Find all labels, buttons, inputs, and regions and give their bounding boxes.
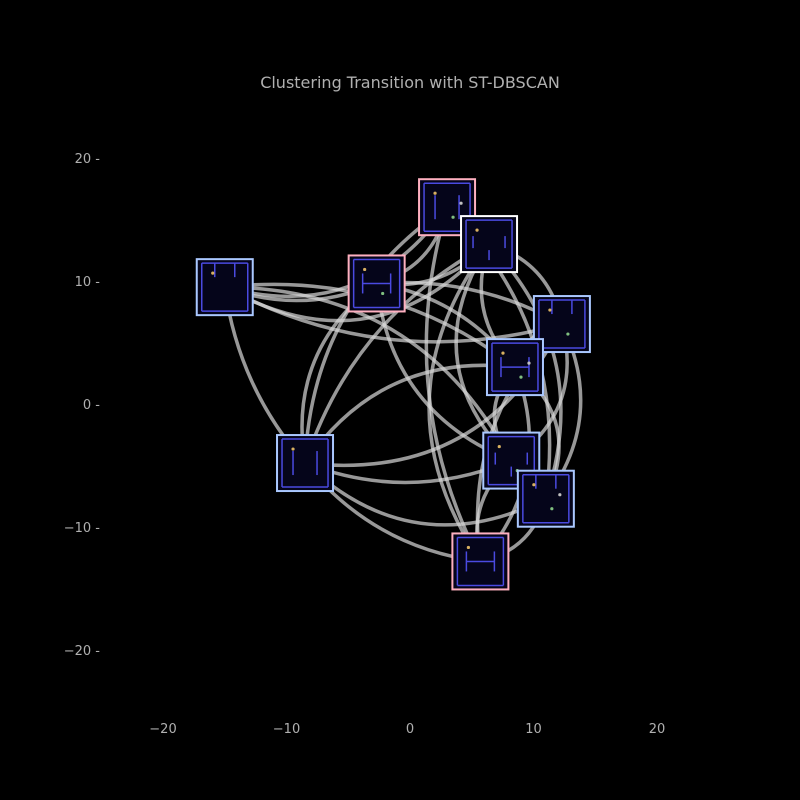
cluster-node-thumbnail [418, 178, 477, 237]
sprite-dot [501, 351, 505, 355]
x-tick-label: 10 [525, 722, 542, 737]
nodes-layer [195, 178, 591, 591]
y-tick-label: −20 - [64, 644, 101, 659]
transition-edge [487, 242, 563, 500]
sprite-dot [211, 271, 215, 275]
sprite-dot [363, 267, 367, 272]
cluster-node-thumbnail [485, 338, 544, 397]
sprite-dot [532, 483, 536, 487]
sprite-dot [519, 375, 523, 379]
y-axis-ticks: 20 - 10 - 0 - −10 - −20 - [64, 152, 101, 659]
cluster-node-thumbnail [347, 254, 406, 313]
y-tick-label: −10 - [64, 521, 101, 536]
cluster-node-thumbnail [532, 295, 591, 354]
cluster-node-thumbnail [516, 469, 575, 528]
y-tick-label: 0 - [83, 398, 100, 413]
sprite-dot [566, 332, 570, 336]
sprite-dot [527, 361, 531, 365]
transition-edge [224, 285, 513, 462]
y-tick-label: 20 - [75, 152, 101, 167]
x-tick-label: −10 [273, 722, 300, 737]
transition-edge [303, 242, 490, 464]
sprite-dot [497, 444, 501, 449]
y-tick-label: 10 - [75, 275, 101, 290]
x-tick-label: 0 [406, 722, 414, 737]
sprite-dot [548, 308, 552, 312]
sprite-dot [451, 215, 455, 219]
cluster-node-thumbnail [451, 532, 510, 591]
transition-edge [303, 205, 449, 464]
sprite-dot [381, 291, 385, 296]
cluster-node-thumbnail [195, 258, 254, 317]
chart-title: Clustering Transition with ST-DBSCAN [260, 73, 560, 92]
sprite-dot [459, 201, 463, 205]
sprite-dot [558, 493, 562, 497]
sprite-dot [475, 228, 479, 232]
x-tick-label: −20 [149, 722, 176, 737]
cluster-node-thumbnail [460, 215, 519, 274]
sprite-dot [466, 545, 470, 550]
cluster-node-thumbnail [276, 434, 335, 493]
sprite-dot [291, 447, 295, 451]
sprite-dot [433, 191, 437, 195]
sprite-dot [550, 507, 554, 511]
transition-edge [427, 243, 491, 563]
x-axis-ticks: −20 −10 0 10 20 [149, 722, 665, 737]
x-tick-label: 20 [649, 722, 666, 737]
